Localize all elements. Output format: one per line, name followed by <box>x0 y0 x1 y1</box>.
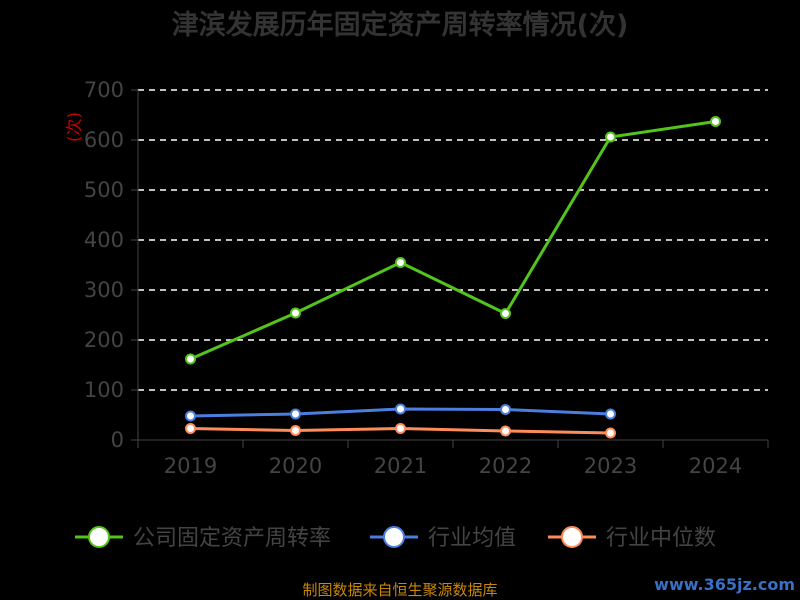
x-tick-label: 2021 <box>374 454 427 478</box>
legend-marker <box>383 526 405 548</box>
legend-label: 行业均值 <box>428 526 516 551</box>
y-tick-label: 700 <box>84 78 124 102</box>
x-tick-label: 2019 <box>164 454 217 478</box>
x-tick-label: 2023 <box>584 454 637 478</box>
data-point <box>395 257 406 268</box>
data-point <box>500 404 511 415</box>
y-tick-label: 200 <box>84 328 124 352</box>
y-tick-label: 100 <box>84 378 124 402</box>
x-tick-label: 2024 <box>689 454 742 478</box>
data-point <box>605 408 616 420</box>
legend: 公司固定资产周转率 行业均值 行业中位数 <box>75 526 716 551</box>
data-point <box>395 423 406 434</box>
legend-marker <box>88 526 110 548</box>
series-group <box>185 116 721 439</box>
y-tick-label: 400 <box>84 228 124 252</box>
data-point <box>710 116 721 127</box>
y-axis-label: (次) <box>65 112 85 142</box>
legend-item[interactable]: 公司固定资产周转率 <box>75 526 331 551</box>
y-tick-label: 0 <box>111 428 124 452</box>
data-point <box>605 427 616 439</box>
data-point <box>290 425 301 436</box>
legend-label: 行业中位数 <box>606 526 716 551</box>
legend-label: 公司固定资产周转率 <box>133 526 331 551</box>
data-point <box>605 131 616 143</box>
y-tick-label: 500 <box>84 178 124 202</box>
legend-item[interactable]: 行业均值 <box>370 526 516 551</box>
x-tick-label: 2022 <box>479 454 532 478</box>
source-note: 制图数据来自恒生聚源数据库 <box>302 581 497 599</box>
x-axis-ticks: 2019 2020 2021 2022 2023 2024 <box>137 440 769 478</box>
data-point <box>185 353 196 365</box>
data-point <box>500 308 511 319</box>
y-axis-ticks: 0 100 200 300 400 500 600 700 <box>84 78 138 452</box>
legend-item[interactable]: 行业中位数 <box>548 526 716 551</box>
data-point <box>290 408 301 420</box>
axes <box>137 90 768 441</box>
data-point <box>185 410 196 422</box>
data-point <box>290 307 301 319</box>
data-point <box>500 425 511 437</box>
grid <box>138 89 768 391</box>
y-tick-label: 300 <box>84 278 124 302</box>
chart-title: 津滨发展历年固定资产周转率情况(次) <box>172 9 629 41</box>
x-tick-label: 2020 <box>269 454 322 478</box>
y-tick-label: 600 <box>84 128 124 152</box>
legend-marker <box>561 526 583 548</box>
series-line <box>189 120 716 361</box>
watermark: www.365jz.com <box>654 575 795 594</box>
data-point <box>395 403 406 415</box>
data-point <box>185 423 196 434</box>
